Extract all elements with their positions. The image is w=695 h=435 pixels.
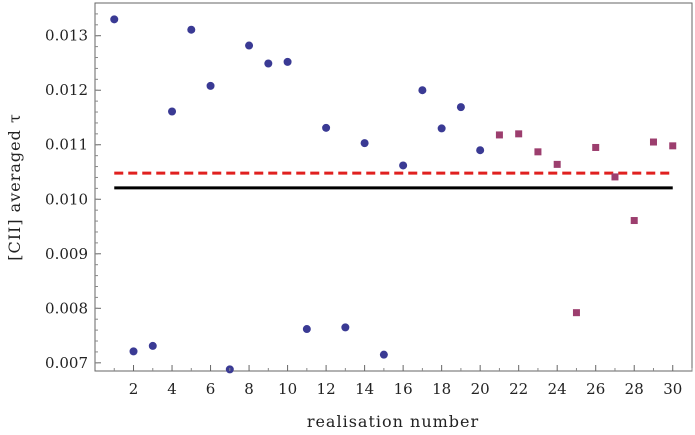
y-tick-label: 0.011	[45, 136, 88, 154]
x-tick-label: 22	[509, 380, 528, 398]
circle-data-point	[302, 325, 311, 334]
y-axis-ticks: 0.007 0.008 0.009 0.010 0.011 0.012 0.013	[45, 13, 101, 372]
circle-data-point	[148, 341, 157, 350]
square-data-point	[592, 143, 600, 151]
plot-frame	[94, 2, 693, 372]
circle-data-point	[168, 107, 177, 116]
circle-data-point	[456, 103, 465, 112]
x-axis-ticks: 2 4 6 8 10 12 14 16 18 20 22 24 26 28 30	[113, 365, 693, 398]
y-tick-label: 0.012	[45, 81, 88, 99]
x-tick-label: 18	[432, 380, 451, 398]
square-data-point	[630, 217, 638, 225]
circle-data-point	[379, 350, 388, 359]
circle-data-point	[283, 57, 292, 66]
x-axis-label: realisation number	[307, 412, 479, 431]
x-tick-label: 2	[129, 380, 139, 398]
square-data-point	[495, 131, 503, 139]
x-tick-label: 8	[244, 380, 254, 398]
circle-data-point	[129, 347, 138, 356]
y-tick-label: 0.008	[45, 299, 88, 317]
square-data-point	[669, 142, 677, 150]
circle-data-point	[399, 161, 408, 170]
circle-data-point	[187, 25, 196, 34]
circle-data-point	[245, 41, 254, 50]
x-tick-label: 20	[471, 380, 490, 398]
circle-data-point	[418, 86, 427, 95]
x-tick-label: 6	[206, 380, 216, 398]
y-tick-label: 0.007	[45, 354, 88, 372]
x-tick-label: 4	[167, 380, 177, 398]
y-axis-label: [CII] averaged τ	[5, 113, 24, 261]
y-tick-label: 0.009	[45, 245, 88, 263]
square-data-point	[572, 309, 580, 317]
circle-data-point	[341, 323, 350, 332]
circle-data-point	[322, 123, 331, 132]
x-tick-label: 26	[586, 380, 605, 398]
square-data-point	[611, 173, 619, 181]
y-tick-label: 0.013	[45, 27, 88, 45]
circle-data-point	[360, 139, 369, 148]
circle-data-point	[110, 15, 119, 24]
x-tick-label: 24	[548, 380, 567, 398]
square-data-point	[534, 148, 542, 156]
circle-data-point	[476, 146, 485, 155]
circle-data-point	[437, 124, 446, 133]
circle-data-point	[264, 59, 273, 68]
circle-data-point	[206, 81, 215, 90]
x-tick-label: 16	[394, 380, 413, 398]
square-data-point	[553, 160, 561, 168]
x-tick-label: 14	[355, 380, 374, 398]
x-tick-label: 12	[317, 380, 336, 398]
x-tick-label: 30	[663, 380, 682, 398]
square-data-point	[649, 138, 657, 146]
data-points	[110, 15, 677, 374]
x-tick-label: 28	[625, 380, 644, 398]
square-data-point	[515, 130, 523, 138]
y-tick-label: 0.010	[45, 190, 88, 208]
x-tick-label: 10	[278, 380, 297, 398]
reference-lines	[114, 171, 673, 190]
